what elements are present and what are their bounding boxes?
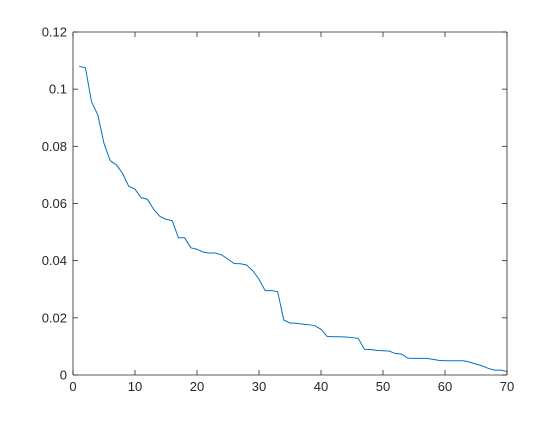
x-tick-label: 30	[252, 379, 266, 394]
y-tick-label: 0.04	[42, 253, 67, 268]
y-tick-label: 0.1	[49, 82, 67, 97]
x-tick-label: 40	[314, 379, 328, 394]
y-tick-label: 0.08	[42, 139, 67, 154]
x-tick-label: 70	[500, 379, 514, 394]
y-tick-label: 0.12	[42, 25, 67, 40]
series-line-1	[79, 65, 508, 373]
x-tick-label: 60	[438, 379, 452, 394]
ticks-layer: 0 10 20 30 40 50 60 70 0 0.02 0.04 0.06 0.08 0.1 0.12	[42, 25, 515, 395]
y-tick-label: 0.06	[42, 196, 67, 211]
y-tick-label: 0	[60, 368, 67, 383]
x-tick-label: 50	[376, 379, 390, 394]
x-tick-label: 20	[190, 379, 204, 394]
x-tick-label: 10	[128, 379, 142, 394]
plot-area	[73, 32, 507, 375]
y-tick-label: 0.02	[42, 310, 67, 325]
series-layer	[79, 65, 508, 373]
x-tick-label: 0	[69, 379, 76, 394]
